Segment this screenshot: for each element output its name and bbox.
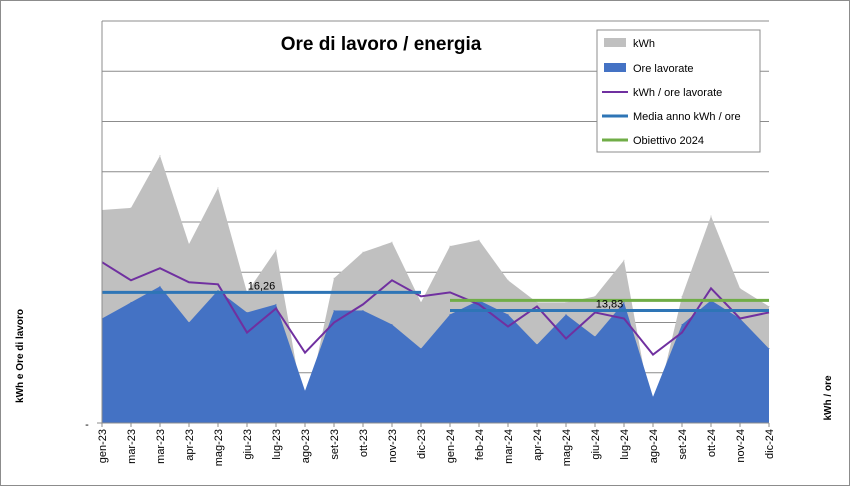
x-tick-labels: gen-23 mar-23 mar-23 apr-23 mag-23 giu-23 lug-…: [97, 423, 776, 466]
x-tick-label: giu-24: [590, 429, 602, 460]
average-label: 16,26: [248, 280, 276, 292]
data-point: [304, 390, 306, 392]
data-point: [710, 215, 712, 217]
data-point: [420, 301, 422, 303]
legend-label-media-anno: Media anno kWh / ore: [633, 111, 741, 123]
legend-label-ore-lavorate: Ore lavorate: [633, 63, 694, 75]
data-point: [420, 348, 422, 350]
x-tick-label: feb-24: [474, 429, 486, 460]
x-tick-label: lug-23: [271, 429, 283, 460]
axes: [97, 21, 769, 424]
chart-title: Ore di lavoro / energia: [281, 34, 482, 55]
x-tick-label: nov-23: [387, 429, 399, 463]
x-tick-label: mag-24: [561, 429, 573, 466]
legend-swatch-kwh: [604, 38, 626, 47]
x-tick-label: ago-23: [300, 429, 312, 463]
x-tick-label: ago-24: [648, 429, 660, 463]
energy-chart: 16,26 13,83 gen-23 mar-23 mar-23 apr-23 mag-2…: [15, 20, 834, 466]
data-point: [681, 324, 683, 326]
x-tick-label: giu-23: [242, 429, 254, 460]
data-point: [623, 259, 625, 261]
data-point: [391, 241, 393, 243]
data-point: [362, 309, 364, 311]
data-point: [536, 344, 538, 346]
data-point: [739, 287, 741, 289]
legend-label-obiettivo: Obiettivo 2024: [633, 135, 704, 147]
data-point: [768, 305, 770, 307]
data-point: [768, 348, 770, 350]
data-point: [565, 301, 567, 303]
x-tick-label: apr-23: [184, 429, 196, 461]
area-series: [101, 155, 770, 424]
data-point: [246, 311, 248, 313]
data-point: [623, 301, 625, 303]
data-point: [217, 289, 219, 291]
data-point: [275, 303, 277, 305]
x-tick-label: set-23: [329, 429, 341, 460]
average-label: 13,83: [596, 298, 624, 310]
data-point: [652, 396, 654, 398]
legend-label-kwh: kWh: [633, 38, 655, 50]
x-tick-label: dic-24: [764, 429, 776, 459]
x-tick-label: ott-24: [706, 429, 718, 457]
chart-container: 16,26 13,83 gen-23 mar-23 mar-23 apr-23 mag-2…: [0, 0, 850, 486]
data-point: [333, 309, 335, 311]
data-point: [507, 279, 509, 281]
line-series: [101, 261, 770, 357]
data-point: [681, 295, 683, 297]
data-point: [159, 155, 161, 157]
data-point: [507, 313, 509, 315]
x-tick-label: mar-23: [126, 429, 138, 464]
x-tick-label: apr-24: [532, 429, 544, 461]
x-tick-label: gen-23: [97, 429, 109, 463]
legend-swatch-ore-lavorate: [604, 63, 626, 72]
x-tick-label: mar-24: [503, 429, 515, 464]
data-point: [449, 245, 451, 247]
x-tick-label: lug-24: [619, 429, 631, 460]
x-tick-label: dic-23: [416, 429, 428, 459]
x-tick-label: set-24: [677, 429, 689, 460]
x-tick-label: gen-24: [445, 429, 457, 463]
area-series-1: [102, 286, 769, 423]
data-point: [449, 313, 451, 315]
y-axis-label-right: kWh / ore: [823, 375, 834, 420]
line-series-2: [101, 261, 770, 357]
data-point: [478, 239, 480, 241]
data-point: [275, 249, 277, 251]
data-point: [594, 295, 596, 297]
data-point: [159, 285, 161, 287]
data-point: [362, 251, 364, 253]
data-point: [188, 322, 190, 323]
data-point: [536, 301, 538, 303]
x-tick-label: mar-23: [155, 429, 167, 464]
y-axis-label-left: kWh e Ore di lavoro: [15, 309, 26, 403]
data-point: [188, 243, 190, 245]
x-tick-label: ott-23: [358, 429, 370, 457]
y-axis-tick-label: -: [85, 419, 89, 431]
data-point: [391, 324, 393, 326]
x-tick-label: nov-24: [735, 429, 747, 463]
data-point: [333, 277, 335, 279]
x-tick-label: mag-23: [213, 429, 225, 466]
average-labels: 16,26 13,83: [248, 280, 624, 310]
data-point: [594, 336, 596, 338]
data-point: [217, 187, 219, 189]
data-point: [130, 301, 132, 303]
legend: kWh Ore lavorate kWh / ore lavorate Medi…: [596, 29, 761, 153]
legend-label-kwh-per-ore: kWh / ore lavorate: [633, 87, 722, 99]
data-point: [130, 207, 132, 209]
data-point: [565, 313, 567, 315]
